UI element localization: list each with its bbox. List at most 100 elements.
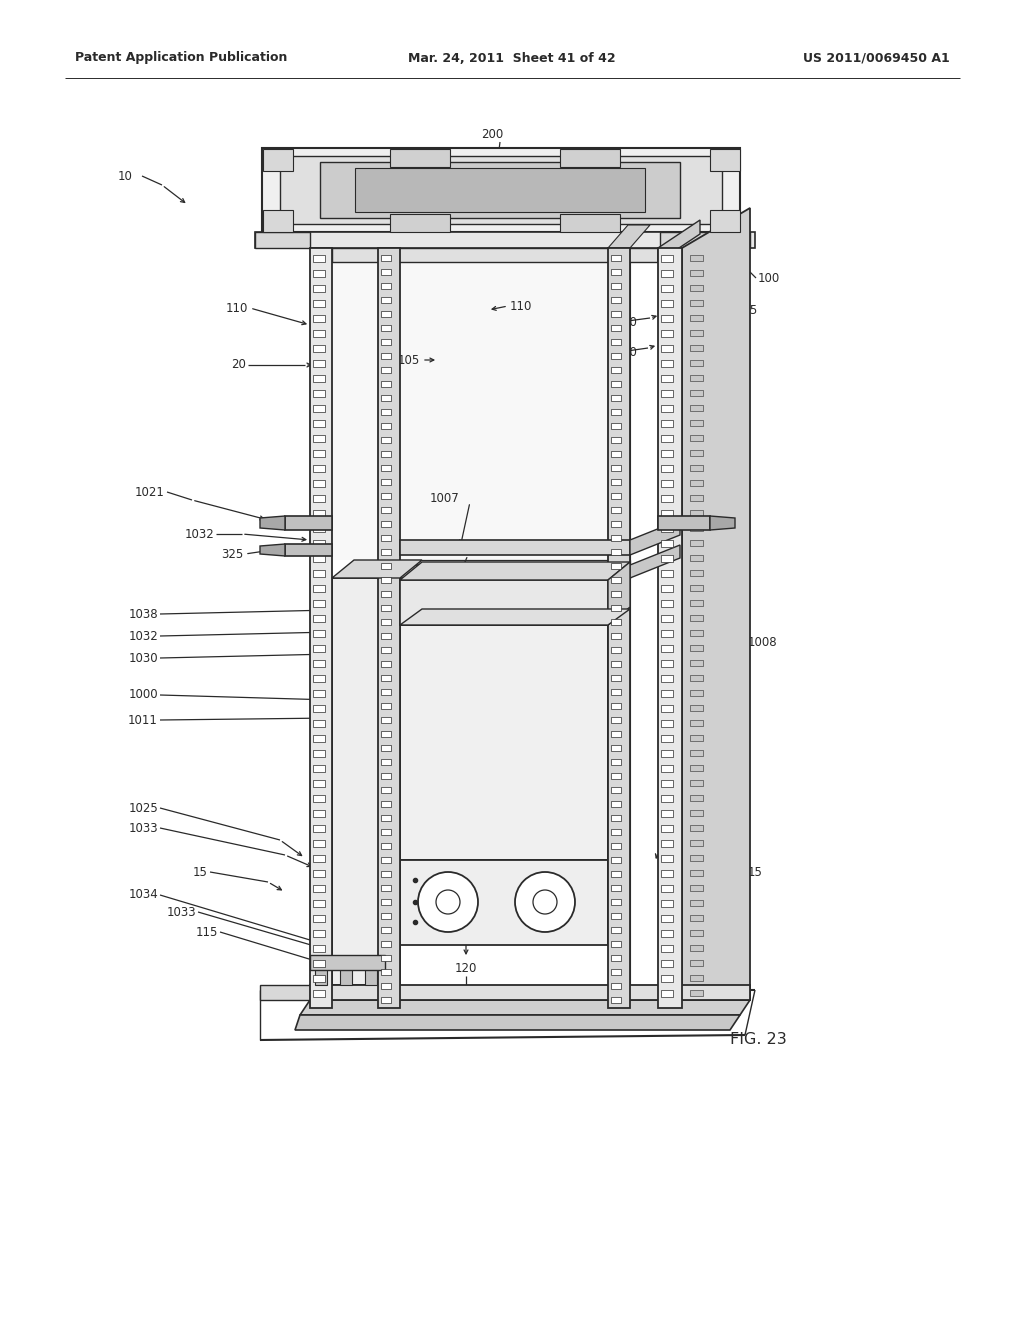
Polygon shape: [662, 330, 673, 337]
Polygon shape: [381, 465, 391, 471]
Text: 110: 110: [510, 300, 532, 313]
Polygon shape: [662, 675, 673, 682]
Polygon shape: [662, 389, 673, 397]
Polygon shape: [690, 990, 703, 997]
Polygon shape: [381, 857, 391, 863]
Polygon shape: [608, 224, 650, 248]
Polygon shape: [300, 1001, 750, 1015]
Polygon shape: [313, 645, 325, 652]
Polygon shape: [611, 647, 621, 653]
Polygon shape: [313, 315, 325, 322]
Polygon shape: [611, 759, 621, 766]
Polygon shape: [611, 857, 621, 863]
Polygon shape: [390, 214, 450, 232]
Polygon shape: [662, 660, 673, 667]
Text: 115: 115: [668, 833, 690, 846]
Text: 20: 20: [622, 346, 637, 359]
Polygon shape: [313, 495, 325, 502]
Text: 1025: 1025: [128, 801, 158, 814]
Polygon shape: [662, 360, 673, 367]
Polygon shape: [690, 735, 703, 741]
Polygon shape: [608, 248, 630, 985]
Polygon shape: [662, 766, 673, 772]
Polygon shape: [690, 601, 703, 606]
Text: 1006: 1006: [720, 748, 750, 762]
Polygon shape: [690, 271, 703, 276]
Polygon shape: [662, 420, 673, 426]
Polygon shape: [310, 985, 750, 1001]
Polygon shape: [662, 645, 673, 652]
Polygon shape: [611, 451, 621, 457]
Polygon shape: [662, 554, 673, 562]
Polygon shape: [381, 437, 391, 444]
Text: 1030: 1030: [128, 652, 158, 664]
Polygon shape: [611, 564, 621, 569]
Polygon shape: [315, 960, 327, 985]
Polygon shape: [313, 990, 325, 997]
Polygon shape: [662, 405, 673, 412]
Polygon shape: [611, 591, 621, 597]
Polygon shape: [662, 465, 673, 473]
Polygon shape: [611, 282, 621, 289]
Polygon shape: [560, 214, 620, 232]
Polygon shape: [381, 717, 391, 723]
Polygon shape: [381, 312, 391, 317]
Polygon shape: [381, 884, 391, 891]
Polygon shape: [690, 810, 703, 816]
Polygon shape: [611, 913, 621, 919]
Polygon shape: [611, 675, 621, 681]
Polygon shape: [381, 269, 391, 275]
Polygon shape: [313, 345, 325, 352]
Polygon shape: [662, 375, 673, 381]
Polygon shape: [682, 209, 750, 1001]
Polygon shape: [332, 248, 608, 560]
Polygon shape: [662, 285, 673, 292]
Text: 115: 115: [196, 925, 218, 939]
Polygon shape: [662, 855, 673, 862]
Polygon shape: [608, 248, 630, 1008]
Polygon shape: [662, 601, 673, 607]
Polygon shape: [313, 330, 325, 337]
Polygon shape: [313, 690, 325, 697]
Polygon shape: [660, 232, 750, 248]
Polygon shape: [608, 609, 630, 861]
Polygon shape: [690, 465, 703, 471]
Polygon shape: [690, 255, 703, 261]
Polygon shape: [710, 210, 740, 232]
Text: 1011: 1011: [128, 714, 158, 726]
Text: 1034: 1034: [128, 888, 158, 902]
Circle shape: [515, 873, 575, 932]
Polygon shape: [690, 585, 703, 591]
Text: 1010: 1010: [720, 771, 750, 784]
Text: 100: 100: [758, 272, 780, 285]
Polygon shape: [662, 300, 673, 308]
Polygon shape: [381, 689, 391, 696]
Polygon shape: [690, 719, 703, 726]
Polygon shape: [313, 810, 325, 817]
Polygon shape: [400, 579, 608, 624]
Polygon shape: [381, 479, 391, 484]
Text: US 2011/0069450 A1: US 2011/0069450 A1: [803, 51, 950, 65]
Polygon shape: [611, 941, 621, 946]
Polygon shape: [662, 780, 673, 787]
Polygon shape: [381, 704, 391, 709]
Polygon shape: [381, 997, 391, 1003]
Polygon shape: [310, 248, 332, 1008]
Polygon shape: [611, 269, 621, 275]
Text: 1032: 1032: [128, 630, 158, 643]
Polygon shape: [662, 480, 673, 487]
Polygon shape: [611, 395, 621, 401]
Polygon shape: [378, 248, 400, 1008]
Polygon shape: [400, 562, 630, 579]
Polygon shape: [313, 660, 325, 667]
Polygon shape: [611, 927, 621, 933]
Polygon shape: [381, 352, 391, 359]
Polygon shape: [662, 450, 673, 457]
Polygon shape: [710, 149, 740, 172]
Polygon shape: [662, 345, 673, 352]
Polygon shape: [611, 325, 621, 331]
Polygon shape: [611, 535, 621, 541]
Polygon shape: [310, 954, 385, 970]
Polygon shape: [313, 405, 325, 412]
Polygon shape: [313, 705, 325, 711]
